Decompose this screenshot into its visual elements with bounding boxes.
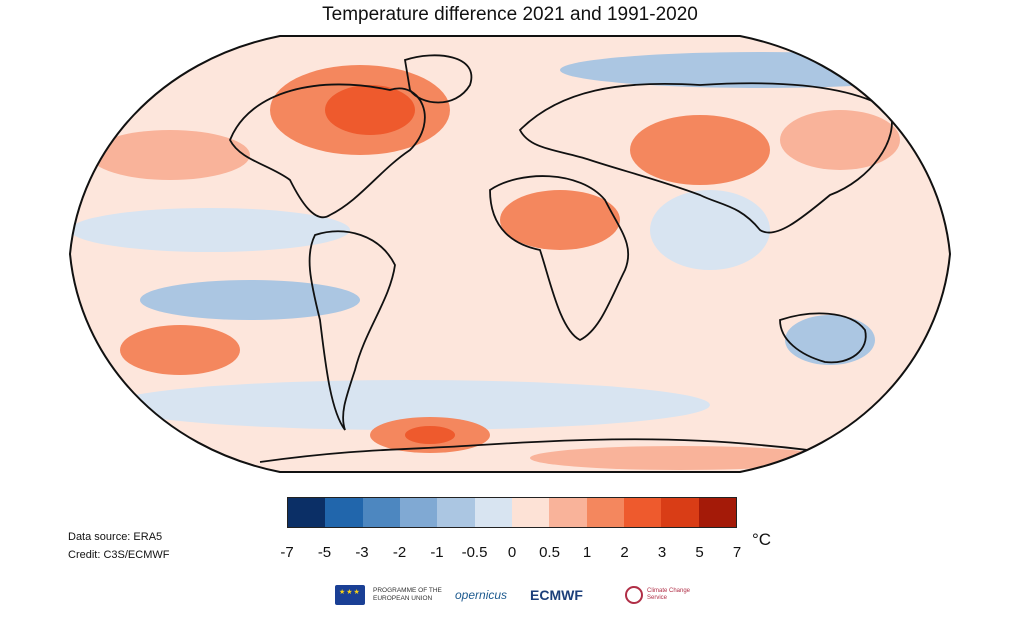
asia-warm [630,115,770,185]
colorbar-tick-label: -5 [317,544,332,561]
colorbar-swatch [288,498,326,527]
data-source: Data source: ERA5 [68,531,163,543]
source-info: Data source: ERA5 Credit: C3S/ECMWF [68,528,169,564]
colorbar-swatch [474,498,512,527]
colorbar-swatch [698,498,736,527]
copernicus-logo: opernicus [455,580,507,610]
copernicus-logo-text: opernicus [455,588,508,602]
colorbar-swatch [362,498,400,527]
southern-ocean-cool [110,380,710,430]
globe-outline [68,35,952,473]
c3s-logo: Climate Change Service [625,580,707,610]
colorbar-tick-label: -3 [355,544,369,561]
colorbar-tick-label: 0 [507,544,517,561]
colorbar-tick-label: -0.5 [461,544,488,561]
siberia-warm [780,110,900,170]
south-america-coast [308,230,396,431]
colorbar-swatch [511,498,550,527]
colorbar-swatch [661,498,699,527]
sahara-warm [500,190,620,250]
colorbar-swatch [437,498,475,527]
colorbar-swatch [623,498,662,527]
eu-logo-text: PROGRAMME OF THE EUROPEAN UNION [373,587,442,602]
pacific-cool-band [70,208,350,252]
credit: Credit: C3S/ECMWF [68,549,170,561]
colorbar-tick-label: 2 [620,544,629,561]
indian-ocean-cool [650,190,770,270]
c3s-thermometer-icon [625,586,643,604]
ecmwf-logo-text: ECMWF [530,587,583,603]
colorbar-tick-label: 5 [695,544,704,561]
s-pacific-warm [120,325,240,375]
eu-logo: PROGRAMME OF THE EUROPEAN UNION [335,580,445,610]
colorbar [287,497,737,528]
australia-coast [779,312,867,364]
north-america-coast [229,83,426,218]
colorbar-tick-label: -2 [392,544,407,561]
colorbar-swatch [586,498,624,527]
colorbar-ticks: -7 -5 -3 -2 -1 -0.5 0 0.5 1 2 3 5 7 [280,544,741,564]
logo-strip: PROGRAMME OF THE EUROPEAN UNION opernicu… [335,580,695,610]
colorbar-tick-label: -1 [430,544,444,561]
south-pacific-cool [140,280,360,320]
colorbar-tick-label: 1 [582,544,592,561]
ecmwf-logo: ECMWF [530,580,583,610]
africa-coast [489,175,630,342]
eu-flag-icon [335,585,365,605]
s-atlantic-hot [405,426,455,444]
colorbar-swatch [549,498,587,527]
colorbar-swatch [325,498,363,527]
map-title: Temperature difference 2021 and 1991-202… [322,4,698,25]
australia-cool [785,315,875,365]
canada-hot [325,85,415,135]
eurasia-coast [518,82,893,234]
greenland-coast [403,54,473,104]
colorbar-tick-label: 0.5 [539,544,560,561]
colorbar-unit: °C [752,530,772,549]
world-temperature-map [68,35,952,473]
colorbar-tick-label: 3 [657,544,667,561]
colorbar-swatch [399,498,438,527]
colorbar-tick-label: -7 [280,544,294,561]
n-pacific-warm [90,130,250,180]
antarctic-warm [530,446,830,470]
colorbar-tick-label: 7 [732,544,742,561]
c3s-logo-text: Climate Change Service [647,588,691,601]
